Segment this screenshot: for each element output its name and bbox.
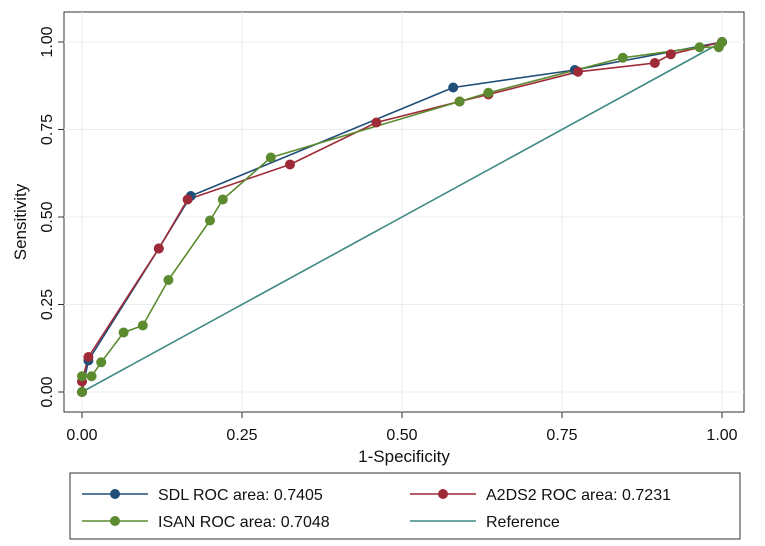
y-tick-label: 0.75 [39, 114, 56, 145]
y-tick-label: 0.25 [39, 289, 56, 320]
isan-point [77, 387, 87, 397]
legend: SDL ROC area: 0.7405 A2DS2 ROC area: 0.72… [82, 487, 671, 531]
isan-point [118, 327, 129, 338]
a2ds2-legend-label: A2DS2 ROC area: 0.7231 [486, 487, 671, 504]
y-axis-title: Sensitivity [11, 183, 30, 260]
isan-point [717, 37, 727, 47]
isan-legend-marker [110, 516, 120, 526]
isan-point [137, 320, 148, 331]
isan-legend-label: ISAN ROC area: 0.7048 [158, 514, 330, 531]
a2ds2-point [285, 159, 295, 170]
series-markers [77, 37, 727, 397]
x-tick-label: 0.00 [66, 427, 97, 444]
isan-line [81, 41, 723, 392]
x-tick-label: 0.50 [386, 427, 417, 444]
y-tick-label: 1.00 [39, 26, 56, 57]
x-axis-title: 1-Specificity [358, 447, 450, 466]
isan-point [86, 371, 97, 382]
isan-point [77, 371, 87, 382]
a2ds2-point [371, 117, 382, 128]
reference-legend-label: Reference [486, 514, 560, 531]
sdl-point [448, 82, 459, 93]
plot-area [63, 11, 745, 413]
y-tick-label: 0.00 [39, 376, 56, 407]
x-tick-label: 0.75 [546, 427, 577, 444]
sdl-legend-marker [110, 489, 120, 499]
legend-box [69, 472, 741, 540]
a2ds2-point [573, 66, 583, 77]
isan-point [617, 52, 628, 63]
isan-point [163, 275, 174, 285]
isan-point [96, 357, 107, 368]
y-tick-label: 0.50 [39, 201, 56, 232]
a2ds2-point [182, 194, 193, 205]
a2ds2-point [83, 352, 94, 362]
isan-point [454, 96, 465, 107]
x-tick-label: 1.00 [706, 427, 737, 444]
a2ds2-point [649, 58, 660, 68]
axis-ticks: 0.00 0.25 0.50 0.75 1.00 0.00 0.25 0.50 0.75 1.00 [39, 26, 738, 444]
isan-point [483, 87, 494, 98]
a2ds2-legend-marker [438, 489, 448, 499]
isan-point [217, 194, 228, 205]
isan-point [694, 42, 705, 53]
x-tick-label: 0.25 [226, 427, 257, 444]
isan-point [265, 152, 276, 163]
a2ds2-point [665, 49, 676, 60]
isan-point [205, 215, 215, 226]
reference-line [81, 41, 723, 393]
a2ds2-point [153, 243, 164, 254]
sdl-legend-label: SDL ROC area: 0.7405 [158, 487, 323, 504]
